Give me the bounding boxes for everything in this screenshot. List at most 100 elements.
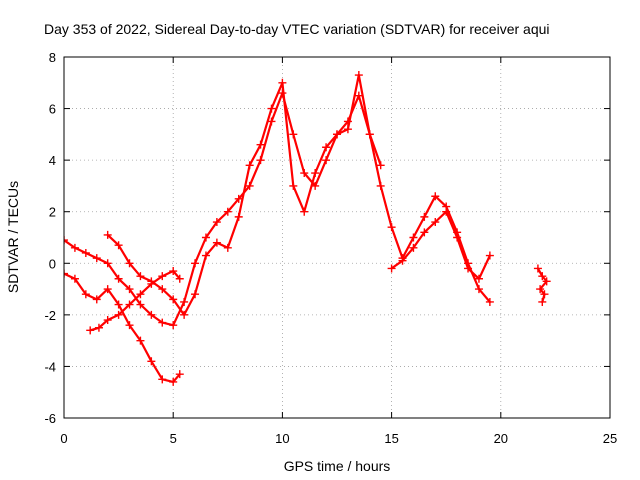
x-tick-label: 15 <box>384 431 398 446</box>
data-point <box>245 161 254 170</box>
series-track-2 <box>64 269 184 386</box>
data-point <box>64 236 68 245</box>
data-point <box>533 264 542 273</box>
data-point <box>180 297 189 306</box>
data-point <box>180 310 189 319</box>
grid <box>64 57 610 418</box>
data-point <box>289 181 298 190</box>
data-point <box>538 297 547 306</box>
data-point <box>474 274 483 283</box>
y-tick-label: 8 <box>49 50 56 65</box>
data-point <box>81 248 90 257</box>
y-tick-label: 0 <box>49 256 56 271</box>
chart-title: Day 353 of 2022, Sidereal Day-to-day VTE… <box>44 21 550 37</box>
data-point <box>409 243 418 252</box>
x-tick-label: 0 <box>60 431 67 446</box>
series-track-5 <box>387 207 494 283</box>
y-tick-label: 2 <box>49 205 56 220</box>
data-point <box>103 316 112 325</box>
series-track-1 <box>64 89 385 330</box>
data-point <box>103 285 112 294</box>
data-point <box>136 300 145 309</box>
data-point <box>464 264 473 273</box>
data-point <box>158 272 167 281</box>
data-point <box>343 125 352 134</box>
data-point <box>223 243 232 252</box>
data-point <box>387 223 396 232</box>
axes: 0 5 10 15 20 25 -6 -4 -2 0 2 4 6 8 <box>44 50 617 446</box>
data-point <box>540 290 549 299</box>
data-point <box>169 321 178 330</box>
data-point <box>376 161 385 170</box>
data-point <box>311 169 320 178</box>
x-tick-label: 25 <box>603 431 617 446</box>
x-axis-label: GPS time / hours <box>284 458 391 474</box>
data-point <box>158 285 167 294</box>
series-track-6 <box>533 264 551 306</box>
data-point <box>114 274 123 283</box>
data-point <box>453 233 462 242</box>
data-point <box>536 285 545 294</box>
data-point <box>322 156 331 165</box>
series-line <box>390 210 491 280</box>
data-point <box>542 277 551 286</box>
data-point <box>125 285 134 294</box>
data-point <box>81 290 90 299</box>
data-point <box>538 272 547 281</box>
data-point <box>114 310 123 319</box>
data-point <box>114 241 123 250</box>
data-point <box>201 251 210 260</box>
data-point <box>125 300 134 309</box>
data-point <box>125 321 134 330</box>
data-point <box>114 300 123 309</box>
data-point <box>70 274 79 283</box>
y-tick-label: -6 <box>44 411 56 426</box>
data-point <box>175 274 184 283</box>
data-point <box>103 259 112 268</box>
data-point <box>354 71 363 80</box>
series-line <box>64 91 382 327</box>
series-track-4 <box>103 71 494 319</box>
series-line <box>89 269 181 332</box>
series-group <box>64 71 551 386</box>
data-point <box>267 117 276 126</box>
data-point <box>175 370 184 379</box>
data-point <box>223 207 232 216</box>
data-point <box>289 130 298 139</box>
y-axis-label: SDTVAR / TECUs <box>5 181 21 293</box>
data-point <box>322 143 331 152</box>
data-point <box>256 156 265 165</box>
y-tick-label: -2 <box>44 308 56 323</box>
data-point <box>147 310 156 319</box>
y-tick-label: -4 <box>44 359 56 374</box>
data-point <box>136 290 145 299</box>
data-point <box>300 169 309 178</box>
y-tick-label: 4 <box>49 153 56 168</box>
data-point <box>92 295 101 304</box>
data-point <box>398 256 407 265</box>
data-point <box>169 267 178 276</box>
data-point <box>376 181 385 190</box>
data-point <box>365 130 374 139</box>
data-point <box>147 357 156 366</box>
y-tick-label: 6 <box>49 102 56 117</box>
data-point <box>485 297 494 306</box>
x-tick-label: 5 <box>170 431 177 446</box>
data-point <box>191 259 200 268</box>
data-point <box>485 251 494 260</box>
data-point <box>256 140 265 149</box>
data-point <box>300 207 309 216</box>
data-point <box>169 295 178 304</box>
data-point <box>387 264 396 273</box>
plot-frame <box>63 56 611 419</box>
data-point <box>420 228 429 237</box>
data-point <box>103 230 112 239</box>
data-point <box>474 285 483 294</box>
data-point <box>86 326 95 335</box>
data-point <box>70 243 79 252</box>
data-point <box>147 277 156 286</box>
data-point <box>64 269 68 278</box>
data-point <box>158 375 167 384</box>
data-point <box>201 233 210 242</box>
data-point <box>136 336 145 345</box>
